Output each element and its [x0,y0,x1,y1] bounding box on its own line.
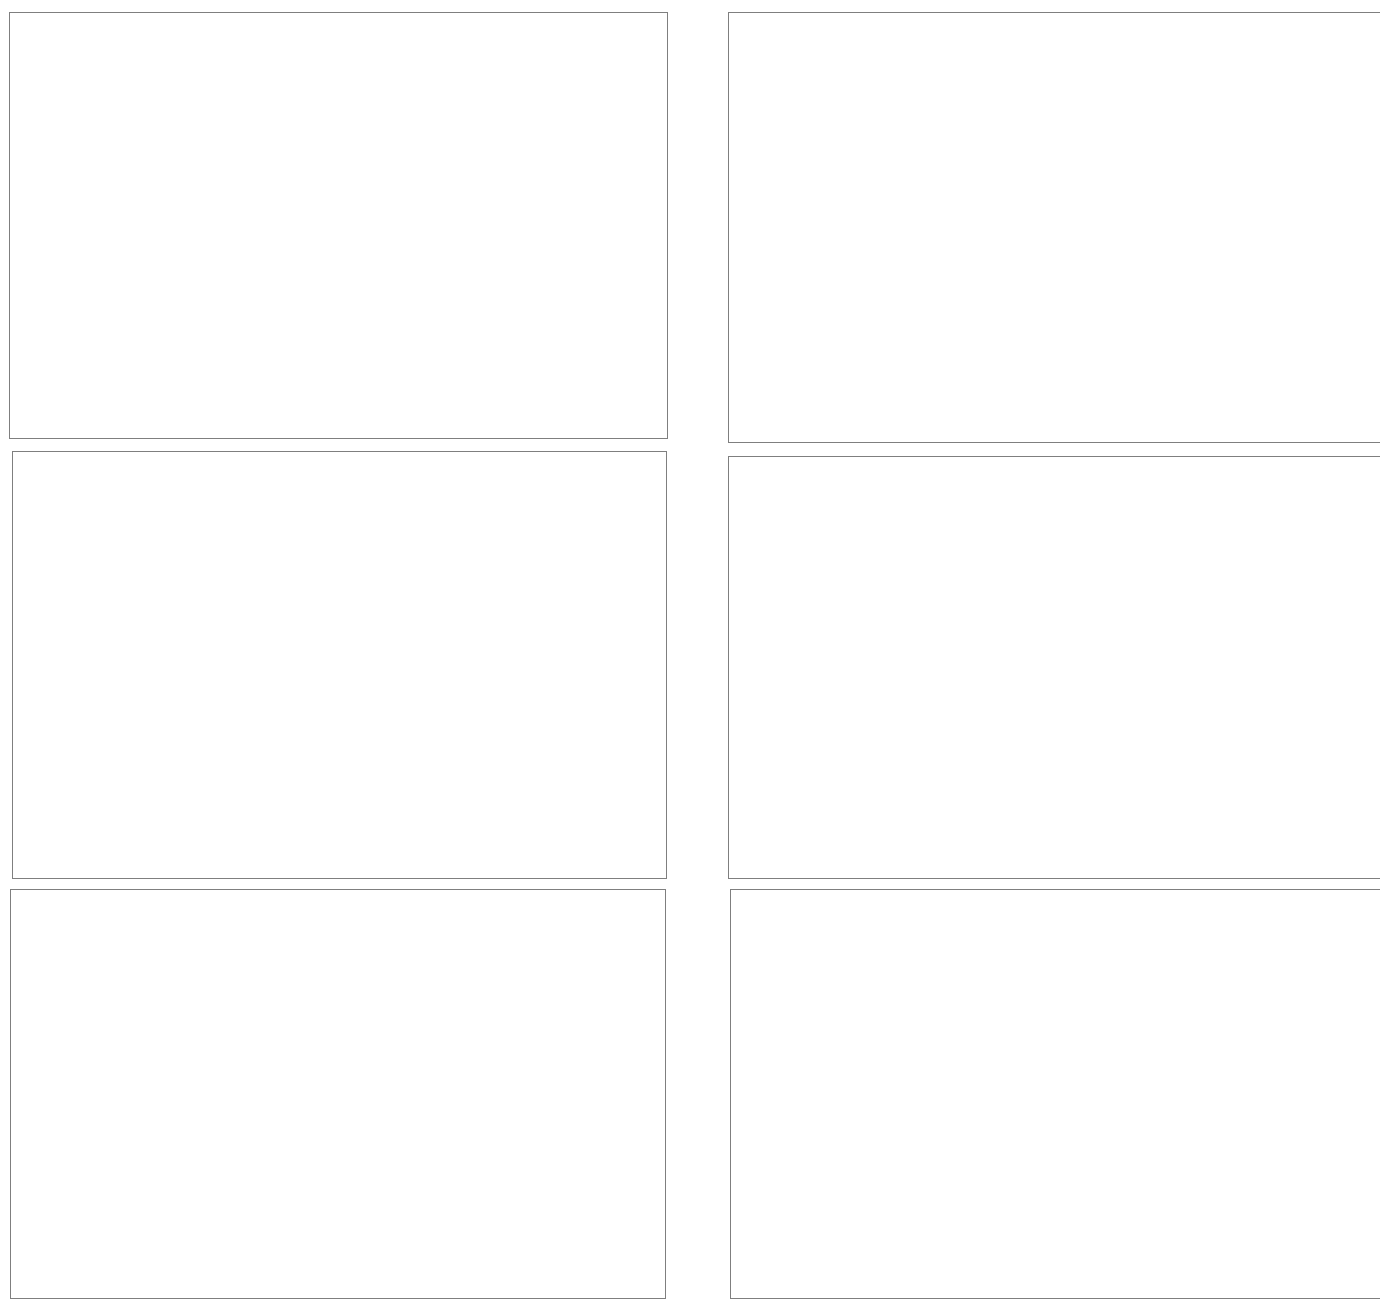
chart-panel-540nm-0005 [10,889,666,1299]
chart-panel-540nm-0001 [9,12,668,439]
chart-panel-542nm-0001 [728,12,1380,443]
chart-panel-542nm-001wv [728,456,1380,879]
chart-panel-540nm-001wv [12,451,667,879]
chart-panel-542nm-0005 [730,889,1380,1299]
